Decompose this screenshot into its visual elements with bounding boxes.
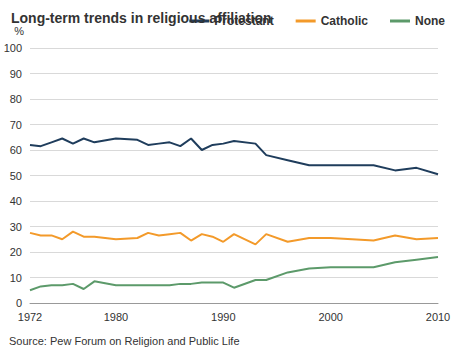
svg-text:40: 40 bbox=[10, 195, 22, 207]
svg-text:30: 30 bbox=[10, 221, 22, 233]
svg-text:Catholic: Catholic bbox=[321, 14, 369, 28]
svg-text:1972: 1972 bbox=[18, 311, 42, 323]
svg-text:60: 60 bbox=[10, 144, 22, 156]
svg-text:%: % bbox=[14, 25, 24, 37]
svg-text:1980: 1980 bbox=[104, 311, 128, 323]
svg-text:None: None bbox=[415, 14, 445, 28]
svg-text:50: 50 bbox=[10, 170, 22, 182]
svg-text:2010: 2010 bbox=[426, 311, 450, 323]
svg-text:100: 100 bbox=[4, 42, 22, 54]
svg-text:Source: Pew Forum on Religion: Source: Pew Forum on Religion and Public… bbox=[9, 335, 240, 347]
svg-text:10: 10 bbox=[10, 272, 22, 284]
svg-text:70: 70 bbox=[10, 119, 22, 131]
svg-text:90: 90 bbox=[10, 68, 22, 80]
svg-text:1990: 1990 bbox=[211, 311, 235, 323]
svg-text:0: 0 bbox=[16, 297, 22, 309]
svg-text:20: 20 bbox=[10, 246, 22, 258]
svg-text:2000: 2000 bbox=[318, 311, 342, 323]
svg-text:Long-term trends in religious: Long-term trends in religious affiliatio… bbox=[11, 10, 272, 26]
svg-text:80: 80 bbox=[10, 93, 22, 105]
